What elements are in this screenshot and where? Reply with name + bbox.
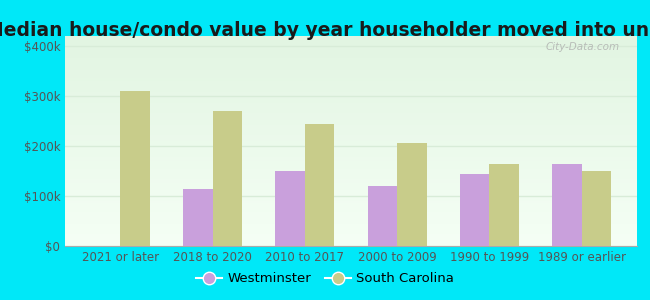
Text: Median house/condo value by year householder moved into unit: Median house/condo value by year househo… (0, 21, 650, 40)
Bar (213, 111, 242, 246)
Text: City-Data.com: City-Data.com (546, 42, 620, 52)
Bar (120, 91, 150, 246)
Bar (582, 171, 611, 246)
Bar (276, 171, 305, 246)
Legend: Westminster, South Carolina: Westminster, South Carolina (190, 267, 460, 290)
Bar (460, 173, 489, 246)
Bar (368, 186, 397, 246)
Bar (552, 164, 582, 246)
Bar (489, 164, 519, 246)
Bar (397, 142, 426, 246)
Bar (305, 124, 334, 246)
Bar (183, 188, 213, 246)
